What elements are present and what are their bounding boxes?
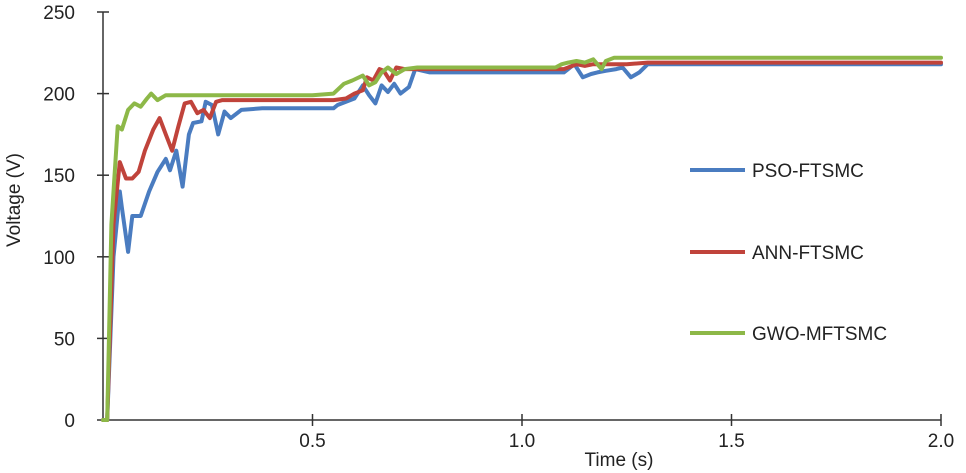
- y-tick-label: 0: [64, 411, 75, 432]
- x-axis-title: Time (s): [585, 450, 654, 471]
- legend-label: PSO-FTSMC: [752, 161, 864, 182]
- legend-label: GWO-MFTSMC: [752, 324, 887, 345]
- series-layer: [101, 55, 943, 422]
- y-tick-label: 200: [43, 85, 75, 106]
- y-tick-label: 250: [43, 3, 75, 24]
- legend-label: ANN-FTSMC: [752, 243, 864, 264]
- x-tick-label: 1.5: [718, 431, 744, 452]
- y-axis-title: Voltage (V): [4, 153, 25, 247]
- series-line: [101, 55, 943, 422]
- x-tick-label: 1.0: [509, 431, 535, 452]
- x-tick-label: 2.0: [928, 431, 954, 452]
- x-tick-label: 0.5: [299, 431, 325, 452]
- y-tick-label: 50: [54, 329, 75, 350]
- series-line: [101, 60, 943, 422]
- y-tick-label: 100: [43, 248, 75, 269]
- series-line: [101, 62, 943, 422]
- y-ticks: 0 50 100 150 200 250: [43, 3, 109, 432]
- y-tick-label: 150: [43, 166, 75, 187]
- legend: PSO-FTSMC ANN-FTSMC GWO-MFTSMC: [690, 161, 887, 345]
- x-ticks: 0.5 1.0 1.5 2.0: [299, 414, 954, 452]
